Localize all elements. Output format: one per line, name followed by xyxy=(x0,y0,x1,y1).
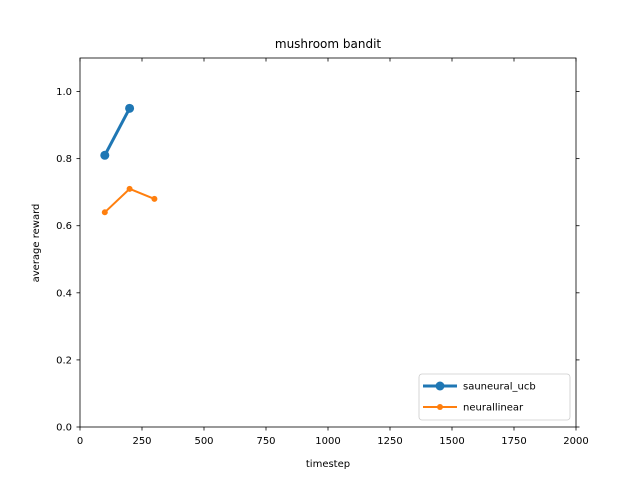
series-neurallinear xyxy=(101,185,158,216)
series-layer xyxy=(100,103,158,216)
x-axis-label: timestep xyxy=(306,459,350,470)
series-line-sauneural_ucb xyxy=(103,107,131,156)
y-tick-label: 1.0 xyxy=(56,87,72,98)
legend-marker-neurallinear xyxy=(437,404,443,410)
data-point-neurallinear xyxy=(126,185,133,192)
series-sauneural_ucb xyxy=(100,103,135,160)
y-tick-label: 0.8 xyxy=(56,154,72,165)
data-point-neurallinear xyxy=(151,195,158,202)
x-tick-label: 1000 xyxy=(315,436,340,447)
y-tick-label: 0.4 xyxy=(56,288,72,299)
x-tick-label: 2000 xyxy=(563,436,588,447)
legend-marker-sauneural_ucb xyxy=(435,381,445,391)
x-tick-label: 500 xyxy=(194,436,213,447)
x-tick-label: 250 xyxy=(132,436,151,447)
chart-title: mushroom bandit xyxy=(275,37,382,51)
x-tick-label: 1500 xyxy=(439,436,464,447)
x-tick-label: 0 xyxy=(77,436,83,447)
legend-label-neurallinear: neurallinear xyxy=(463,403,524,414)
legend-label-sauneural_ucb: sauneural_ucb xyxy=(463,382,536,393)
x-tick-label: 1750 xyxy=(501,436,526,447)
x-tick-label: 1250 xyxy=(377,436,402,447)
x-axis-ticks: 0 250 500 750 1000 1250 1500 1750 2000 xyxy=(77,58,589,447)
y-axis-ticks: 0.0 0.2 0.4 0.6 0.8 1.0 xyxy=(56,87,580,434)
y-axis-label: average reward xyxy=(31,204,42,283)
data-point-sauneural_ucb xyxy=(125,103,135,113)
data-point-sauneural_ucb xyxy=(100,150,110,160)
legend: sauneural_ucb neurallinear xyxy=(418,373,571,421)
y-tick-label: 0.2 xyxy=(56,355,72,366)
y-tick-label: 0.6 xyxy=(56,221,72,232)
data-point-neurallinear xyxy=(101,209,108,216)
x-tick-label: 750 xyxy=(256,436,275,447)
y-tick-label: 0.0 xyxy=(56,423,72,434)
